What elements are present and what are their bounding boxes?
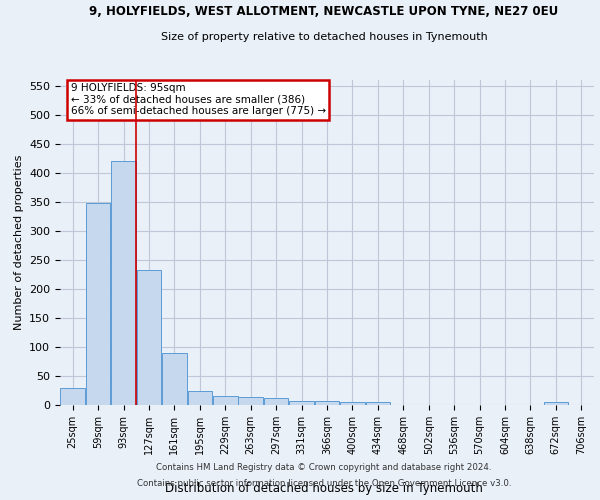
Text: Contains public sector information licensed under the Open Government Licence v3: Contains public sector information licen…	[137, 478, 511, 488]
Bar	[86, 203, 110, 405]
Text: 9 HOLYFIELDS: 95sqm
← 33% of detached houses are smaller (386)
66% of semi-detac: 9 HOLYFIELDS: 95sqm ← 33% of detached ho…	[71, 83, 326, 116]
Bar	[162, 353, 187, 405]
Y-axis label: Number of detached properties: Number of detached properties	[14, 155, 23, 330]
Bar	[137, 270, 161, 405]
Text: 9, HOLYFIELDS, WEST ALLOTMENT, NEWCASTLE UPON TYNE, NE27 0EU: 9, HOLYFIELDS, WEST ALLOTMENT, NEWCASTLE…	[89, 5, 559, 18]
Bar	[264, 398, 289, 405]
Bar	[544, 402, 568, 405]
Text: Size of property relative to detached houses in Tynemouth: Size of property relative to detached ho…	[161, 32, 487, 42]
Bar	[213, 396, 238, 405]
Bar	[340, 402, 365, 405]
Bar	[61, 388, 85, 405]
Text: Contains HM Land Registry data © Crown copyright and database right 2024.: Contains HM Land Registry data © Crown c…	[156, 464, 492, 472]
Bar	[289, 401, 314, 405]
Bar	[314, 401, 340, 405]
Bar	[188, 391, 212, 405]
Bar	[365, 402, 390, 405]
Text: Distribution of detached houses by size in Tynemouth: Distribution of detached houses by size …	[165, 482, 483, 495]
Bar	[111, 161, 136, 405]
Bar	[238, 397, 263, 405]
